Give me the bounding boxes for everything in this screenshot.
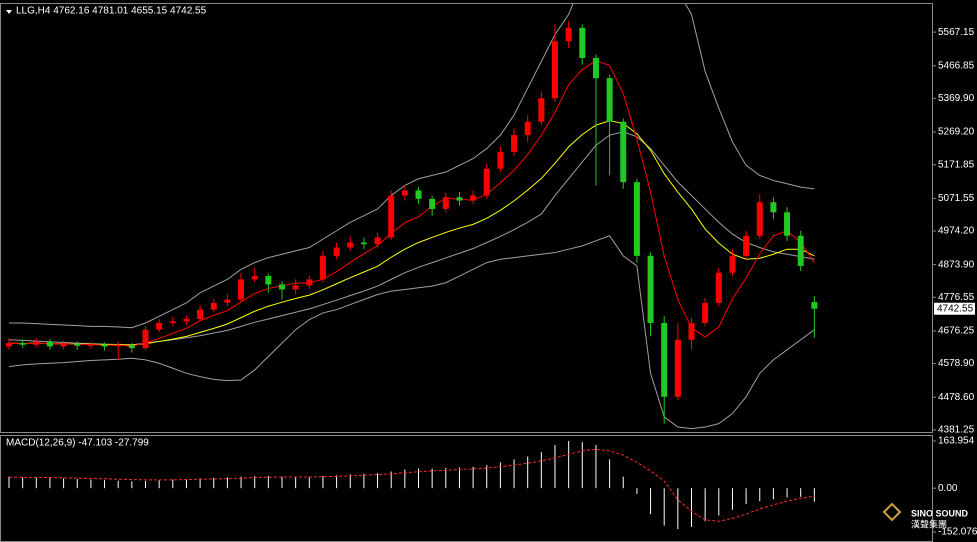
y-tick-label: 0.00 [938, 483, 958, 494]
candle-body [456, 197, 463, 201]
y-tick-label: 4776.55 [938, 292, 975, 303]
candle-body [156, 322, 163, 330]
axes: 5567.15 5466.85 5369.90 5269.20 5171.85 5071.… [932, 27, 977, 538]
candle-body [101, 344, 108, 347]
y-tick-label: 5171.85 [938, 159, 975, 170]
menu-arrow[interactable] [6, 10, 12, 14]
candle-body [142, 329, 149, 349]
candle-body [347, 242, 354, 248]
y-tick-label: 5369.90 [938, 93, 975, 104]
candle-body [6, 343, 12, 347]
candle-body [74, 343, 81, 346]
price-plot [6, 4, 818, 430]
candle-body [292, 285, 299, 290]
candle-body [224, 299, 231, 303]
candle-body [565, 27, 572, 42]
candle-body [743, 235, 750, 256]
y-tick-label: 4974.20 [938, 226, 975, 237]
candle-body [552, 41, 558, 99]
y-tick-label: 5071.55 [938, 193, 975, 204]
y-tick-label: 5567.15 [938, 27, 975, 38]
y-tick-label: 4873.90 [938, 259, 975, 270]
candle-body [60, 343, 67, 347]
candle-body [360, 242, 367, 245]
y-tick-label: 4478.60 [938, 392, 975, 403]
candle-body [87, 344, 94, 346]
candle-body [319, 255, 326, 280]
candle-body [333, 247, 340, 256]
candle-body [756, 202, 763, 236]
candle-body [702, 302, 709, 323]
macd-title: MACD(12,26,9) -47.103 -27.799 [6, 438, 149, 449]
candle-body [374, 237, 381, 245]
candle-body [592, 58, 599, 79]
candle-body [265, 276, 272, 285]
logo: SINO SOUND 漢聲集團 [882, 502, 969, 529]
y-tick-label: 4676.25 [938, 326, 975, 337]
candle-body [784, 212, 791, 236]
symbol-header: LLG,H4 4762.16 4781.01 4655.15 4742.55 [16, 6, 207, 17]
y-tick-label: 163.954 [938, 436, 975, 447]
candle-body [415, 190, 422, 199]
logo-icon [882, 502, 902, 522]
macd-plot [8, 440, 815, 530]
candle-body [442, 197, 449, 209]
candle-body [483, 168, 490, 196]
y-tick-label: -152.076 [938, 527, 977, 538]
indicator-line [9, 4, 815, 329]
candle-body [115, 345, 122, 347]
candle-body [647, 255, 654, 323]
candle-body [688, 322, 695, 340]
signal-line [9, 448, 815, 522]
candle-body [715, 272, 722, 303]
candle-body [46, 341, 53, 347]
candle-body [306, 279, 313, 286]
candle-body [169, 321, 176, 323]
macd-panel [0, 435, 933, 542]
logo-subtext: 漢聲集團 [911, 518, 947, 529]
y-tick-label: 5466.85 [938, 60, 975, 71]
candle-body [210, 302, 217, 310]
candle-body [470, 195, 477, 201]
candle-body [197, 309, 204, 319]
candle-body [511, 135, 518, 152]
price-marker [934, 302, 975, 315]
candle-body [128, 345, 135, 349]
candle-body [797, 235, 804, 266]
candle-body [238, 279, 245, 300]
candle-body [633, 182, 640, 256]
candle-body [661, 322, 668, 397]
candle-body [429, 198, 436, 209]
logo-text: SINO SOUND [911, 508, 969, 518]
candle-body [279, 284, 285, 290]
candle-body [251, 276, 258, 280]
y-tick-label: 4578.90 [938, 358, 975, 369]
candle-body [620, 121, 627, 183]
candle-body [388, 195, 395, 238]
price-marker-label: 4742.55 [937, 303, 974, 314]
candle-body [770, 202, 777, 213]
y-tick-label: 5269.20 [938, 127, 975, 138]
y-tick-label: 4381.25 [938, 425, 975, 436]
candle-body [729, 255, 736, 273]
candle-body [401, 190, 408, 196]
candle-body [674, 339, 681, 397]
candle-body [524, 121, 531, 136]
candle-body [497, 151, 504, 169]
candle-body [33, 341, 40, 345]
candle-body [811, 302, 818, 309]
candle-body [538, 98, 545, 122]
candle-body [606, 78, 613, 122]
candle-body [579, 27, 586, 59]
price-panel [0, 3, 933, 433]
candle-body [183, 318, 190, 322]
indicator-line [8, 235, 815, 430]
candle-body [19, 343, 26, 345]
